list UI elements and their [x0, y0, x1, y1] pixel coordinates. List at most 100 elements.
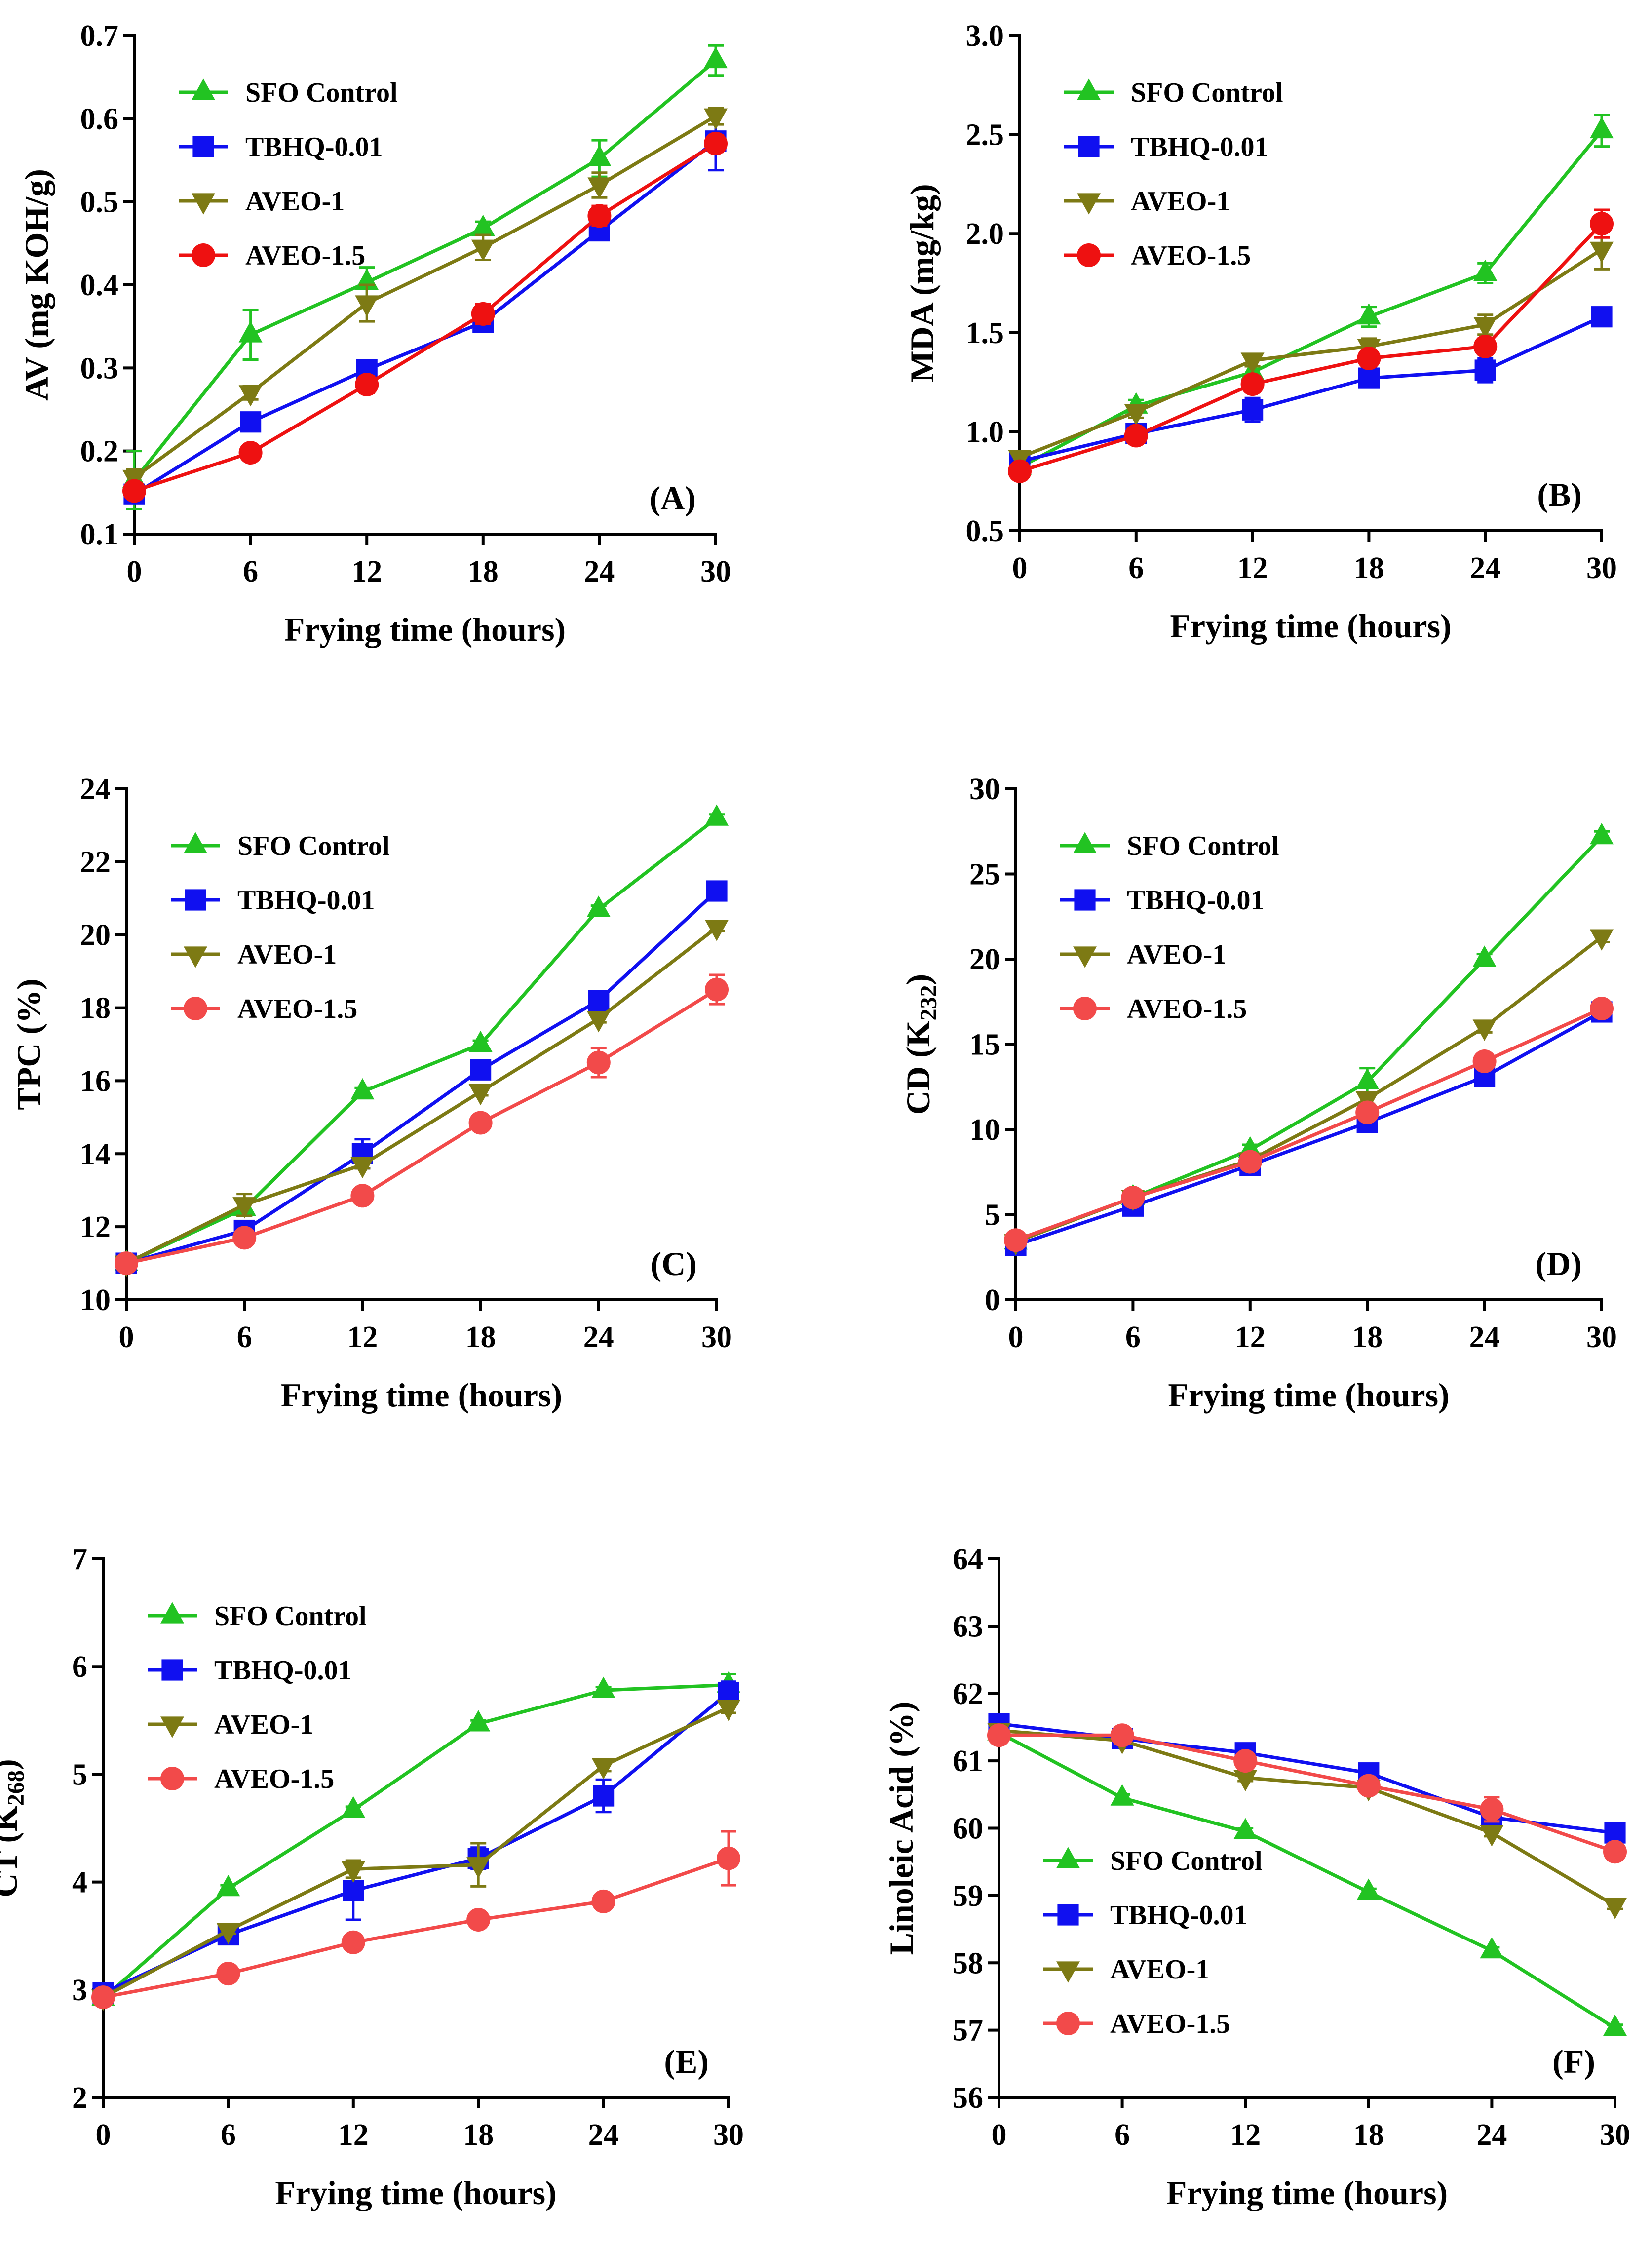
- data-point: [1474, 359, 1496, 381]
- series-line: [133, 140, 717, 496]
- data-point: [232, 1226, 257, 1250]
- data-point: [471, 302, 495, 326]
- x-tick-label: 18: [463, 2118, 494, 2152]
- series-aveo-1-5: [122, 131, 728, 503]
- legend-marker: [1073, 946, 1097, 968]
- data-point: [593, 1785, 615, 1807]
- series-line: [1015, 1010, 1603, 1247]
- y-tick-label: 58: [953, 1946, 983, 1980]
- x-tick-label: 6: [243, 555, 258, 588]
- x-tick-label: 30: [1586, 551, 1617, 585]
- legend-marker: [184, 997, 207, 1020]
- data-point: [1480, 1797, 1504, 1822]
- x-tick-label: 12: [1237, 551, 1268, 585]
- data-point: [718, 1681, 739, 1704]
- data-point: [468, 1030, 493, 1052]
- data-point: [1357, 303, 1381, 325]
- series-line: [133, 142, 717, 493]
- legend: SFO Control TBHQ-0.01 AVEO-1 AVEO-1.5: [1043, 1846, 1263, 2039]
- y-tick-label: 63: [953, 1610, 983, 1643]
- legend-marker: [1078, 136, 1100, 157]
- series-line: [1019, 315, 1603, 463]
- panel-b: 0.5 1.0 1.5 2.0 2.5 3.0 0 6 12 18 24 30 Frying time …: [903, 19, 1617, 645]
- series-aveo-1: [1008, 228, 1614, 471]
- legend-marker: [192, 136, 214, 157]
- y-tick-label: 3: [72, 1974, 87, 2007]
- data-point: [350, 1078, 375, 1100]
- data-point: [1110, 1723, 1134, 1747]
- x-axis-title: Frying time (hours): [281, 1376, 562, 1414]
- y-axis-title: TPC (%): [10, 978, 47, 1110]
- x-tick-label: 24: [1476, 2118, 1507, 2152]
- y-tick-label: 0.3: [80, 351, 119, 385]
- panel-c: 10 12 14 16 18 20 22 24 0 6 12 18 24 30 Frying time (h…: [10, 773, 732, 1414]
- x-tick-label: 18: [1353, 2118, 1384, 2152]
- y-tick-label: 25: [969, 858, 1000, 892]
- data-point: [1603, 2014, 1627, 2036]
- data-point: [341, 1930, 365, 1954]
- x-tick-label: 18: [468, 555, 499, 588]
- data-point: [587, 204, 612, 228]
- legend-label-tbhq-0-01: TBHQ-0.01: [214, 1655, 351, 1686]
- data-point: [466, 1710, 491, 1732]
- data-point: [1233, 1770, 1258, 1791]
- data-point: [471, 214, 495, 236]
- x-tick-label: 24: [1470, 551, 1500, 585]
- y-tick-label: 18: [80, 992, 111, 1025]
- legend-label-aveo-1-5: AVEO-1.5: [1131, 240, 1251, 271]
- data-point: [470, 1059, 492, 1081]
- y-tick-label: 5: [985, 1199, 1000, 1232]
- y-tick-label: 56: [953, 2081, 983, 2115]
- x-tick-label: 24: [584, 555, 615, 588]
- y-axis-title: MDA (mg/kg): [903, 184, 941, 382]
- legend-label-tbhq-0-01: TBHQ-0.01: [1110, 1900, 1247, 1931]
- data-point: [704, 46, 728, 69]
- data-point: [705, 920, 729, 941]
- data-point: [1603, 1840, 1627, 1864]
- data-point: [238, 441, 263, 465]
- data-point: [1473, 317, 1498, 339]
- x-axis-title: Frying time (hours): [1170, 607, 1451, 645]
- panel-label: (E): [664, 2043, 709, 2080]
- series-aveo-1: [115, 920, 729, 1277]
- x-axis-title: Frying time (hours): [1166, 2174, 1448, 2211]
- y-tick-label: 10: [969, 1113, 1000, 1147]
- series-line: [999, 1733, 1616, 1854]
- y-axis-title: CT (K268): [0, 1759, 29, 1897]
- y-tick-label: 61: [953, 1745, 983, 1778]
- y-tick-label: 12: [80, 1210, 111, 1244]
- data-point: [706, 880, 728, 902]
- series-tbhq-0-01: [123, 111, 727, 505]
- data-point: [586, 895, 611, 917]
- legend-marker: [1057, 1904, 1079, 1926]
- data-point: [1004, 1228, 1028, 1252]
- panel-label: (A): [650, 479, 696, 517]
- legend: SFO Control TBHQ-0.01 AVEO-1 AVEO-1.5: [1060, 831, 1279, 1024]
- series-line: [126, 988, 718, 1265]
- x-tick-label: 24: [1469, 1320, 1500, 1354]
- data-point: [122, 479, 146, 503]
- panel-label: (D): [1536, 1245, 1582, 1282]
- data-point: [591, 1676, 615, 1698]
- data-point: [705, 977, 729, 1002]
- panel-a: 0.1 0.2 0.3 0.4 0.5 0.6 0.7 0 6 12 18 24 30 Frying ti…: [18, 19, 731, 648]
- data-point: [1121, 1186, 1145, 1209]
- legend-label-aveo-1-5: AVEO-1.5: [214, 1764, 334, 1794]
- legend: SFO Control TBHQ-0.01 AVEO-1 AVEO-1.5: [171, 831, 390, 1024]
- data-point: [587, 145, 612, 166]
- legend-label-aveo-1: AVEO-1: [245, 186, 345, 217]
- data-point: [717, 1846, 740, 1870]
- x-tick-label: 30: [713, 2118, 744, 2152]
- legend-label-tbhq-0-01: TBHQ-0.01: [245, 132, 383, 162]
- x-tick-label: 6: [1114, 2118, 1130, 2152]
- y-tick-label: 16: [80, 1064, 111, 1098]
- data-point: [1472, 1049, 1497, 1073]
- y-tick-label: 59: [953, 1879, 983, 1913]
- y-tick-label: 2: [72, 2081, 87, 2115]
- y-tick-label: 6: [72, 1650, 87, 1684]
- legend-label-sfo-control: SFO Control: [214, 1601, 367, 1631]
- series-line: [133, 59, 717, 481]
- data-point: [1233, 1818, 1258, 1839]
- series-aveo-1-5: [1004, 997, 1614, 1252]
- panel-label: (C): [651, 1245, 697, 1282]
